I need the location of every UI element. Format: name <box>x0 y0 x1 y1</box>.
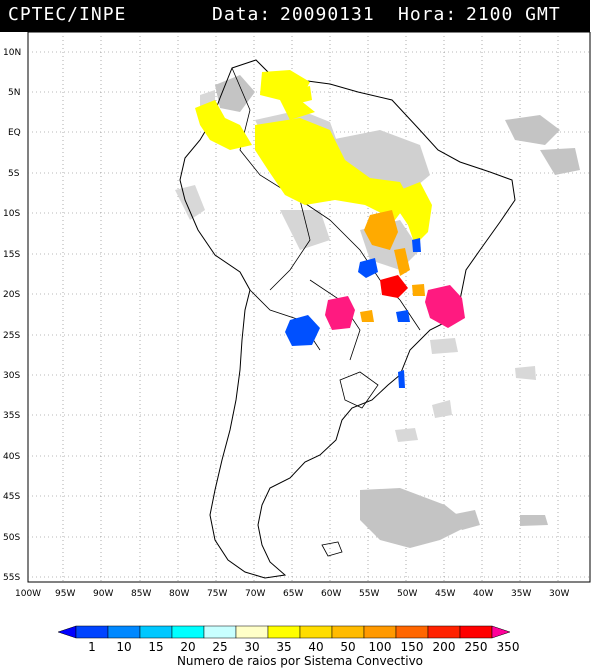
legend-value: 250 <box>464 640 488 654</box>
agency-label: CPTEC/INPE <box>8 4 127 25</box>
legend-swatch <box>139 625 173 639</box>
legend-swatch <box>235 625 269 639</box>
legend-swatch <box>299 625 333 639</box>
legend-color-bar <box>57 625 511 639</box>
lat-label: EQ <box>8 128 21 138</box>
lat-label: 20S <box>3 290 20 300</box>
legend-swatch <box>267 625 301 639</box>
legend-value: 1 <box>88 640 96 654</box>
legend-value: 350 <box>496 640 520 654</box>
lon-label: 95W <box>55 589 75 599</box>
hour-label: Hora: <box>398 4 458 25</box>
legend-value: 10 <box>116 640 132 654</box>
convective-systems-orange <box>360 210 425 322</box>
lon-label: 30W <box>549 589 569 599</box>
lon-label: 75W <box>207 589 227 599</box>
color-legend: 1 10 15 20 25 30 35 40 50 100 150 200 25… <box>0 622 600 670</box>
lat-label: 25S <box>3 331 20 341</box>
lon-label: 65W <box>283 589 303 599</box>
convective-systems-blue <box>285 238 421 388</box>
falkland-islands-outline <box>321 541 343 557</box>
legend-swatch <box>171 625 205 639</box>
legend-value: 100 <box>368 640 392 654</box>
lat-label: 5N <box>8 88 20 98</box>
legend-value: 15 <box>148 640 164 654</box>
legend-value: 30 <box>244 640 260 654</box>
continent-outline <box>179 59 516 579</box>
lon-label: 40W <box>473 589 493 599</box>
lon-label: 45W <box>435 589 455 599</box>
legend-value: 35 <box>276 640 292 654</box>
lat-label: 40S <box>3 452 20 462</box>
legend-swatch <box>75 625 109 639</box>
legend-arrow-left <box>57 625 77 639</box>
lat-label: 10N <box>3 48 21 58</box>
lat-label: 10S <box>3 209 20 219</box>
lat-label: 35S <box>3 411 20 421</box>
legend-swatch <box>331 625 365 639</box>
longitude-labels: 100W 95W 90W 85W 80W 75W 70W 65W 60W 55W… <box>15 589 569 599</box>
lon-label: 60W <box>321 589 341 599</box>
legend-value: 25 <box>212 640 228 654</box>
legend-value: 200 <box>432 640 456 654</box>
legend-swatch <box>363 625 397 639</box>
lat-label: 30S <box>3 371 20 381</box>
lon-label: 85W <box>131 589 151 599</box>
convective-systems-red <box>325 275 465 330</box>
lat-label: 45S <box>3 492 20 502</box>
latitude-labels: 10N 5N EQ 5S 10S 15S 20S 25S 30S 35S 40S… <box>3 48 21 583</box>
lightning-map: 10N 5N EQ 5S 10S 15S 20S 25S 30S 35S 40S… <box>3 32 591 599</box>
lon-label: 50W <box>397 589 417 599</box>
legend-value: 20 <box>180 640 196 654</box>
legend-swatch <box>203 625 237 639</box>
date-label: Data: <box>212 4 272 25</box>
legend-value: 150 <box>400 640 424 654</box>
lat-label: 15S <box>3 250 20 260</box>
lat-label: 50S <box>3 533 20 543</box>
legend-value: 50 <box>340 640 356 654</box>
legend-arrow-right <box>491 625 511 639</box>
lon-label: 100W <box>15 589 41 599</box>
legend-title: Numero de raios por Sistema Convectivo <box>176 654 424 668</box>
lon-label: 55W <box>359 589 379 599</box>
lon-label: 80W <box>169 589 189 599</box>
date-value: 20090131 <box>280 4 375 25</box>
convective-systems-yellow <box>195 70 432 245</box>
map-header: CPTEC/INPE Data: 20090131 Hora: 2100 GMT <box>0 0 590 32</box>
lon-label: 90W <box>93 589 113 599</box>
lon-label: 70W <box>245 589 265 599</box>
legend-swatch <box>107 625 141 639</box>
legend-value: 40 <box>308 640 324 654</box>
legend-swatch <box>427 625 461 639</box>
legend-swatch <box>395 625 429 639</box>
lat-label: 55S <box>3 573 20 583</box>
lon-label: 35W <box>511 589 531 599</box>
hour-value: 2100 GMT <box>466 4 561 25</box>
legend-swatch <box>459 625 493 639</box>
lat-label: 5S <box>8 169 20 179</box>
